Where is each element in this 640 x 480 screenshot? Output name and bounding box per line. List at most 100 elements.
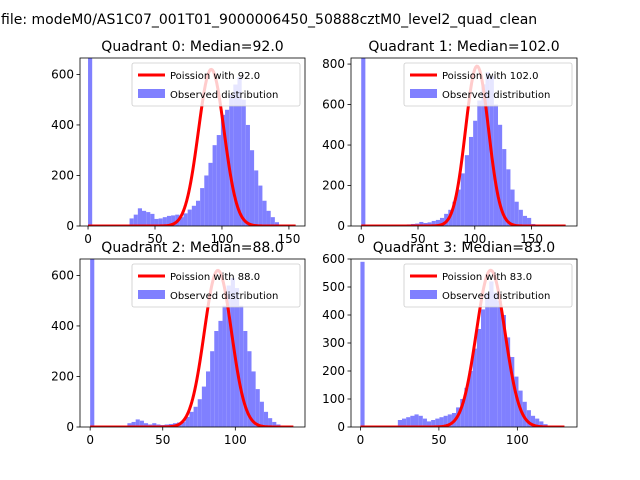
histogram-bar bbox=[268, 418, 273, 427]
y-tick-label: 0 bbox=[66, 420, 74, 434]
histogram-bar bbox=[127, 423, 132, 427]
legend: Poission with 83.0 Observed distribution bbox=[403, 263, 573, 308]
histogram-bar bbox=[489, 281, 494, 427]
histogram-bar bbox=[131, 421, 136, 427]
legend-histogram-label: Observed distribution bbox=[442, 291, 550, 302]
histogram-bar bbox=[477, 100, 482, 226]
plot-content bbox=[87, 58, 297, 226]
histogram-bar bbox=[225, 109, 230, 226]
axes-frame bbox=[350, 57, 578, 227]
histogram-bar bbox=[527, 217, 532, 226]
y-tick-label: 400 bbox=[51, 118, 74, 132]
histogram-bar bbox=[526, 410, 531, 427]
histogram-bar bbox=[197, 399, 202, 427]
histogram-bar bbox=[139, 420, 144, 427]
plot-content bbox=[89, 259, 294, 427]
subplot-title: Quadrant 0: Median=92.0 bbox=[101, 39, 283, 55]
histogram-bar bbox=[518, 209, 523, 226]
legend-histogram-swatch bbox=[138, 290, 165, 299]
y-tick-label: 600 bbox=[322, 98, 345, 112]
histogram-bar bbox=[452, 201, 457, 226]
histogram-bar bbox=[481, 309, 486, 427]
histogram-bar bbox=[360, 261, 365, 427]
histogram-bar bbox=[497, 301, 502, 427]
legend-histogram-label: Observed distribution bbox=[170, 291, 278, 302]
histogram-bar bbox=[506, 169, 511, 226]
histogram-bar bbox=[539, 421, 544, 427]
histogram-bar bbox=[402, 418, 407, 427]
histogram-bar bbox=[493, 292, 498, 427]
plot-content bbox=[360, 58, 567, 226]
x-tick-label: 50 bbox=[431, 433, 446, 447]
histogram-bar bbox=[254, 170, 259, 226]
histogram-bar bbox=[485, 72, 490, 226]
histogram-bar bbox=[216, 135, 221, 226]
histogram-bar bbox=[230, 277, 235, 427]
histogram-bar bbox=[522, 401, 527, 427]
histogram-bar bbox=[498, 124, 503, 226]
histogram-bar bbox=[410, 415, 415, 427]
histogram-bar bbox=[464, 387, 469, 427]
x-tick-label: 100 bbox=[211, 232, 234, 246]
histogram-bar bbox=[234, 288, 240, 427]
histogram-bar bbox=[427, 222, 432, 226]
histogram-bar bbox=[476, 329, 482, 427]
histogram-bar bbox=[397, 420, 403, 427]
subplot-title: Quadrant 3: Median=83.0 bbox=[373, 240, 555, 256]
histogram-bar bbox=[193, 406, 198, 427]
legend: Poission with 92.0 Observed distribution bbox=[131, 62, 301, 107]
x-tick-label: 50 bbox=[147, 232, 162, 246]
histogram-bar bbox=[502, 149, 507, 226]
histogram-bar bbox=[143, 423, 149, 427]
histogram-bar bbox=[154, 218, 159, 226]
histogram-bar bbox=[456, 189, 461, 226]
y-tick-label: 200 bbox=[322, 179, 345, 193]
histogram-bar bbox=[229, 94, 234, 226]
histogram-bar bbox=[218, 320, 223, 427]
x-tick-label: 0 bbox=[357, 433, 365, 447]
legend-frame bbox=[131, 263, 301, 308]
poisson-curve bbox=[89, 268, 294, 427]
subplot-grid: 0 50 100 150 0 200 400 600 Quadrant 0: Median=92… bbox=[51, 39, 578, 447]
legend-poisson-label: Poission with 102.0 bbox=[442, 71, 538, 82]
histogram-bar bbox=[129, 218, 134, 226]
histogram-bar bbox=[179, 217, 184, 226]
histogram-bar bbox=[493, 104, 499, 226]
histogram-bar bbox=[226, 285, 231, 427]
histogram-bar bbox=[263, 411, 269, 427]
histogram-bar bbox=[243, 331, 248, 427]
legend-histogram-swatch bbox=[138, 89, 165, 98]
histogram-bar bbox=[423, 222, 428, 226]
histogram-bar bbox=[439, 217, 445, 226]
y-tick-label: 0 bbox=[337, 420, 345, 434]
histogram-bar bbox=[472, 348, 477, 427]
histogram-bar bbox=[195, 200, 201, 226]
histogram-bar bbox=[514, 201, 519, 226]
histogram-bar bbox=[270, 217, 275, 226]
histogram-bar bbox=[406, 417, 411, 427]
histogram-bar bbox=[422, 418, 427, 427]
subplot-quadrant-1: 0 50 100 150 0 200 400 600 800 Quadrant 1: Median… bbox=[322, 39, 578, 246]
histogram-bar bbox=[162, 217, 167, 226]
y-tick-label: 400 bbox=[322, 138, 345, 152]
histogram-bar bbox=[241, 99, 246, 226]
histogram-bar bbox=[481, 84, 486, 226]
y-tick-label: 800 bbox=[322, 57, 345, 71]
histogram-bar bbox=[473, 120, 478, 226]
histogram-bar bbox=[214, 331, 219, 427]
histogram-bar bbox=[206, 371, 211, 427]
subplot-title: Quadrant 2: Median=88.0 bbox=[101, 240, 283, 256]
histogram-bar bbox=[88, 58, 93, 226]
legend-histogram-swatch bbox=[410, 89, 437, 98]
histogram-bar bbox=[237, 76, 242, 226]
histogram-bar bbox=[485, 292, 490, 427]
histogram-bar bbox=[460, 173, 465, 226]
histogram-bar bbox=[262, 200, 267, 226]
histogram-bar bbox=[247, 351, 252, 427]
histogram-bar bbox=[251, 371, 256, 427]
histogram-bar bbox=[468, 136, 474, 226]
histogram-bar bbox=[439, 417, 444, 427]
histogram-bar bbox=[431, 220, 436, 226]
histogram-bar bbox=[510, 189, 515, 226]
